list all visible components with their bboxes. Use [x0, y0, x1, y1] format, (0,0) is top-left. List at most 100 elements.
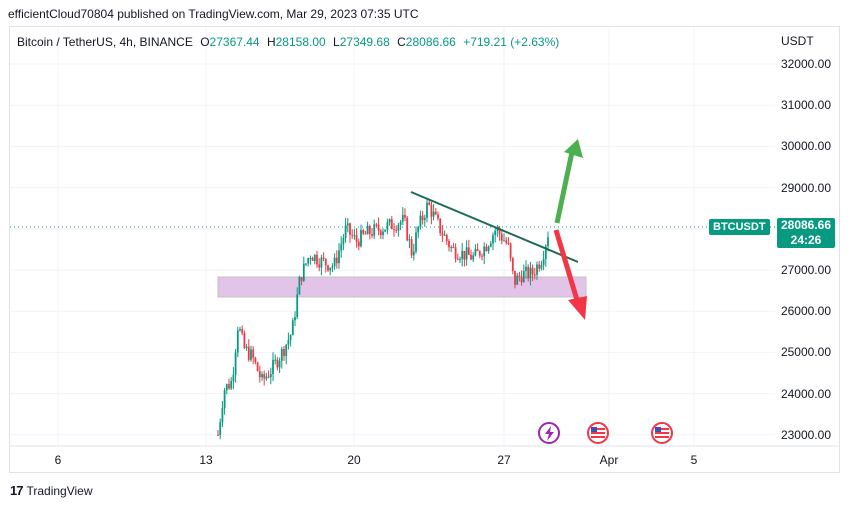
chart-frame[interactable]: [9, 26, 840, 473]
y-tick-label: 25000.00: [780, 345, 831, 360]
candle-body: [494, 230, 497, 236]
tradingview-logo-icon: 17: [10, 483, 24, 498]
candle-body: [445, 234, 448, 242]
us-flag-icon[interactable]: [651, 422, 673, 444]
candle-body: [470, 254, 472, 260]
x-tick-label: 13: [199, 453, 213, 467]
candle-body: [443, 234, 446, 236]
symbol-title: Bitcoin / TetherUS, 4h, BINANCE: [17, 35, 193, 49]
candle-body: [456, 258, 459, 260]
candle-body: [371, 234, 373, 236]
candle-body: [514, 270, 516, 285]
candle-body: [452, 246, 455, 248]
arrow-down: [553, 229, 587, 320]
candle-body: [492, 235, 494, 244]
candle-body: [254, 357, 257, 363]
candle-body: [395, 229, 398, 231]
candle-body: [487, 246, 490, 252]
candle-body: [232, 374, 235, 382]
candle-body: [368, 226, 371, 235]
candle-body: [265, 376, 268, 379]
footer[interactable]: 17 TradingView: [10, 483, 93, 498]
y-tick-label: 29000.00: [780, 180, 831, 195]
candle-body: [305, 263, 307, 265]
candle-body: [544, 246, 547, 259]
candle-body: [322, 257, 325, 259]
candle-body: [388, 219, 391, 223]
candle-body: [320, 257, 323, 268]
candle-body: [434, 211, 437, 215]
candle-body: [274, 359, 277, 361]
candle-body: [313, 254, 316, 261]
change-value: +719.21 (+2.63%): [463, 35, 560, 49]
candle-body: [344, 225, 347, 239]
lightning-icon[interactable]: [538, 422, 560, 444]
candle-body: [225, 384, 228, 391]
candle-body: [302, 263, 305, 281]
candle-body: [360, 230, 362, 247]
y-tick-label: 30000.00: [780, 139, 831, 154]
candle-body: [309, 258, 312, 260]
candle-body: [331, 266, 334, 268]
candle-body: [357, 241, 360, 247]
candle-body: [379, 230, 382, 236]
candle-body: [382, 231, 384, 236]
candle-body: [377, 224, 380, 231]
candle-body: [467, 247, 470, 255]
candle-body: [547, 237, 549, 247]
y-tick-label: 24000.00: [780, 386, 831, 401]
candle-body: [241, 329, 244, 334]
candle-body: [307, 258, 310, 264]
candle-body: [318, 264, 321, 268]
candle-body: [463, 250, 466, 260]
candle-body: [296, 294, 299, 318]
y-tick-label: 32000.00: [780, 57, 831, 71]
candle-body: [516, 275, 519, 285]
candle-body: [267, 376, 270, 378]
candle-body: [520, 276, 523, 283]
candle-body: [217, 434, 219, 436]
candle-body: [399, 221, 402, 225]
symbol-legend[interactable]: Bitcoin / TetherUS, 4h, BINANCE O27367.4…: [17, 35, 559, 49]
candle-body: [221, 408, 224, 423]
candle-body: [278, 360, 281, 368]
candle-body: [223, 390, 226, 409]
price-tag-value: 28086.66: [780, 218, 832, 232]
candle-body: [311, 258, 314, 261]
us-flag-icon[interactable]: [587, 422, 609, 444]
candle-body: [316, 254, 318, 265]
candle-body: [272, 359, 274, 374]
candle-body: [393, 229, 395, 231]
candle-body: [247, 346, 250, 360]
candle-body: [287, 339, 290, 345]
candle-body: [531, 267, 534, 275]
candle-body: [362, 230, 365, 234]
currency-label[interactable]: USDT: [781, 34, 814, 48]
candle-body: [340, 244, 343, 251]
candle-body: [500, 234, 503, 241]
x-tick-label: 5: [690, 453, 698, 467]
candle-body: [291, 320, 294, 336]
candle-body: [474, 249, 477, 256]
candle-body: [230, 381, 233, 389]
candle-body: [404, 214, 406, 218]
trendline[interactable]: [410, 191, 579, 263]
candle-body: [478, 251, 481, 256]
candle-body: [538, 264, 541, 269]
candle-body: [432, 211, 435, 217]
candle-body: [525, 266, 527, 271]
candle-body: [373, 224, 376, 236]
candle-body: [509, 243, 512, 258]
candle-body: [485, 246, 488, 252]
candle-body: [450, 246, 453, 248]
candle-body: [276, 359, 279, 368]
candle-body: [355, 235, 358, 242]
candle-body: [441, 233, 444, 236]
candle-body: [228, 384, 230, 389]
candle-body: [439, 218, 442, 234]
candle-body: [258, 371, 261, 378]
candle-body: [496, 228, 499, 231]
candle-body: [540, 265, 543, 269]
candle-body: [294, 317, 296, 321]
